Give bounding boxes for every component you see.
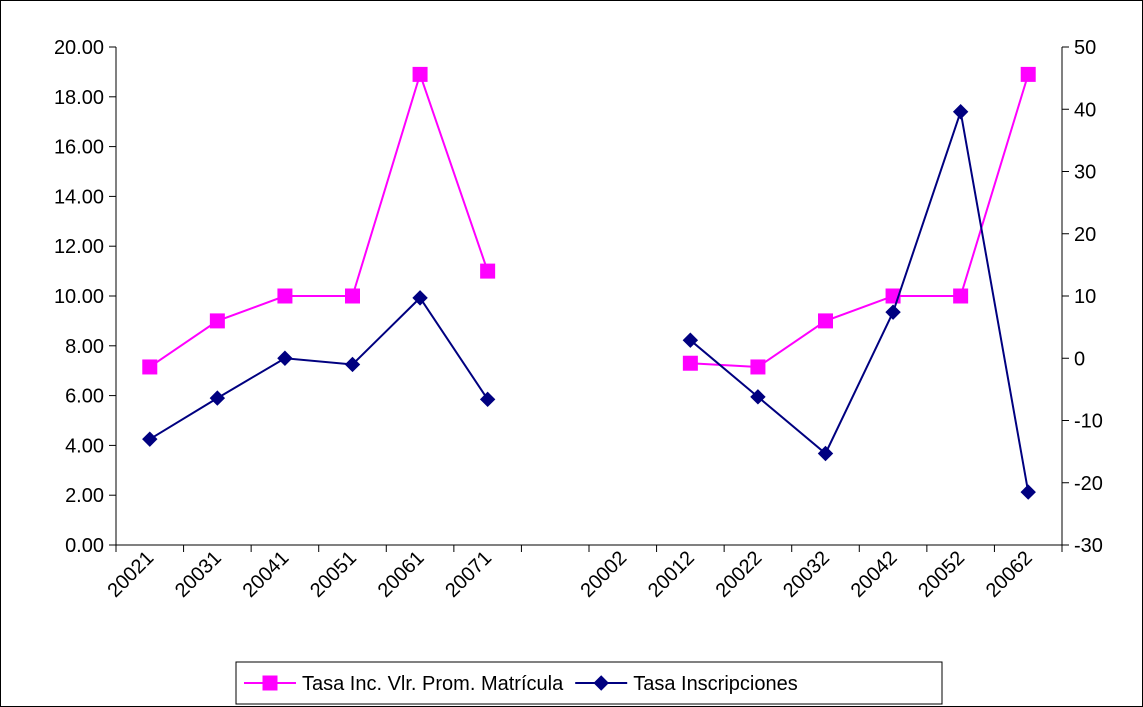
marker-diamond bbox=[952, 104, 969, 120]
y-left-tick-label: 6.00 bbox=[65, 386, 104, 408]
marker-square bbox=[262, 675, 278, 691]
series-line bbox=[149, 296, 489, 441]
y-left-tick-label: 0.00 bbox=[65, 535, 104, 557]
marker-square bbox=[750, 359, 766, 375]
y-right-tick-label: 40 bbox=[1074, 99, 1096, 121]
legend: Tasa Inc. Vlr. Prom. Matrícula Tasa Inscr… bbox=[235, 661, 943, 705]
marker-diamond bbox=[1020, 484, 1036, 500]
y-left-tick-label: 4.00 bbox=[65, 435, 104, 457]
y-left-tick-label: 20.00 bbox=[54, 37, 104, 59]
y-left-tick-label: 18.00 bbox=[54, 87, 104, 109]
marker-diamond bbox=[682, 332, 699, 348]
marker-diamond bbox=[209, 390, 226, 406]
y-left-tick-label: 12.00 bbox=[54, 236, 104, 258]
marker-square bbox=[1020, 66, 1036, 82]
series-1 bbox=[142, 104, 1036, 500]
legend-label-0: Tasa Inc. Vlr. Prom. Matrícula bbox=[302, 673, 564, 695]
series-line bbox=[689, 111, 1030, 493]
y-left-tick-label: 2.00 bbox=[65, 485, 104, 507]
series-layer bbox=[142, 66, 1036, 500]
marker-diamond bbox=[412, 290, 428, 306]
marker-diamond bbox=[479, 391, 496, 408]
marker-diamond bbox=[750, 389, 766, 405]
marker-diamond bbox=[142, 431, 158, 447]
y-left-tick-label: 8.00 bbox=[65, 336, 104, 358]
marker-square bbox=[480, 263, 496, 279]
marker-diamond bbox=[593, 675, 609, 691]
marker-diamond bbox=[344, 356, 361, 373]
marker-square bbox=[142, 359, 158, 375]
marker-diamond bbox=[817, 445, 834, 462]
legend-label-1: Tasa Inscripciones bbox=[633, 673, 798, 695]
marker-square bbox=[412, 66, 428, 82]
marker-square bbox=[818, 313, 833, 329]
series-line bbox=[149, 71, 489, 368]
y-right-tick-label: 30 bbox=[1074, 162, 1096, 184]
y-right-tick-label: 20 bbox=[1074, 224, 1096, 246]
y-right-tick-label: 50 bbox=[1074, 37, 1096, 59]
series-0 bbox=[142, 66, 1036, 375]
marker-square bbox=[209, 313, 225, 329]
marker-square bbox=[345, 288, 360, 304]
marker-square bbox=[953, 288, 969, 304]
marker-diamond bbox=[885, 304, 901, 320]
y-right-tick-label: -30 bbox=[1074, 535, 1103, 557]
y-right-tick-label: -20 bbox=[1074, 473, 1103, 495]
marker-square bbox=[277, 288, 293, 304]
y-right-tick-label: 10 bbox=[1074, 286, 1096, 308]
y-right-tick-label: -10 bbox=[1074, 411, 1103, 433]
y-right-tick-label: 0 bbox=[1074, 348, 1085, 370]
marker-diamond bbox=[277, 350, 293, 366]
y-left-tick-label: 10.00 bbox=[54, 286, 104, 308]
marker-square bbox=[682, 355, 698, 371]
y-left-tick-label: 16.00 bbox=[54, 137, 104, 159]
series-line bbox=[690, 74, 1030, 368]
y-left-tick-label: 14.00 bbox=[54, 186, 104, 208]
